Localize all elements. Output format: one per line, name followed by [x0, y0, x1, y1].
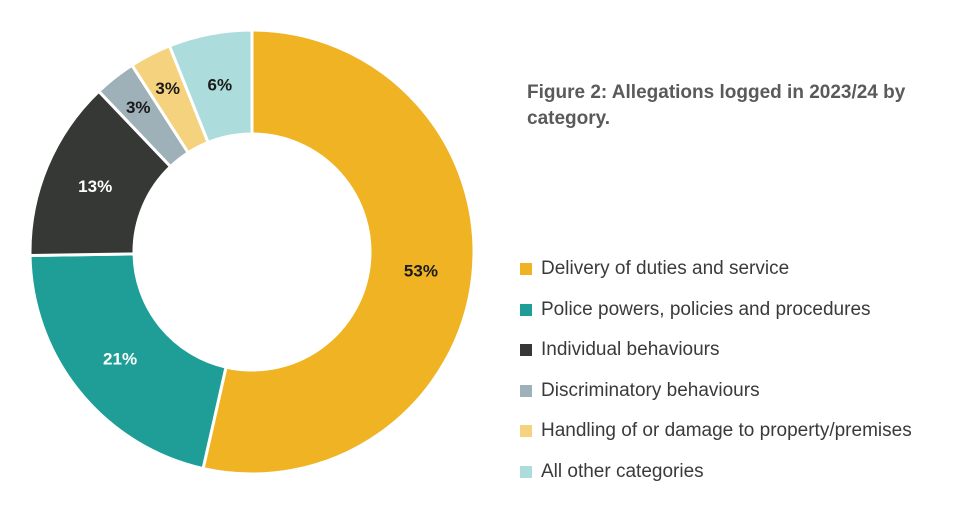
legend-label-3: Discriminatory behaviours [541, 379, 760, 401]
slice-1 [28, 252, 228, 471]
legend-label-1: Police powers, policies and procedures [541, 298, 871, 320]
legend-swatch-1 [520, 303, 532, 316]
slice-label-2: 13% [78, 177, 112, 196]
legend-item-0: Delivery of duties and service [520, 249, 912, 290]
slice-5 [167, 28, 254, 145]
slice-0 [201, 28, 476, 476]
legend-label-0: Delivery of duties and service [541, 258, 790, 280]
chart-title: Figure 2: Allegations logged in 2023/24 … [527, 82, 906, 129]
legend-swatch-2 [520, 344, 532, 357]
slice-label-1: 21% [103, 350, 137, 369]
legend-item-1: Police powers, policies and procedures [520, 290, 912, 331]
legend-label-5: All other categories [541, 460, 704, 482]
legend: Delivery of duties and service Police pow… [520, 249, 912, 492]
legend-swatch-5 [520, 465, 532, 478]
slice-label-3: 3% [126, 98, 151, 117]
legend-label-2: Individual behaviours [541, 339, 720, 361]
slice-label-0: 53% [404, 261, 438, 280]
legend-swatch-0 [520, 263, 532, 276]
legend-item-4: Handling of or damage to property/premis… [520, 411, 912, 452]
legend-label-4: Handling of or damage to property/premis… [541, 420, 912, 442]
legend-item-5: All other categories [520, 452, 912, 493]
slice-label-4: 3% [155, 79, 180, 98]
legend-swatch-3 [520, 384, 532, 397]
slice-label-5: 6% [208, 76, 233, 95]
legend-item-3: Discriminatory behaviours [520, 371, 912, 412]
legend-swatch-4 [520, 425, 532, 438]
legend-item-2: Individual behaviours [520, 330, 912, 371]
